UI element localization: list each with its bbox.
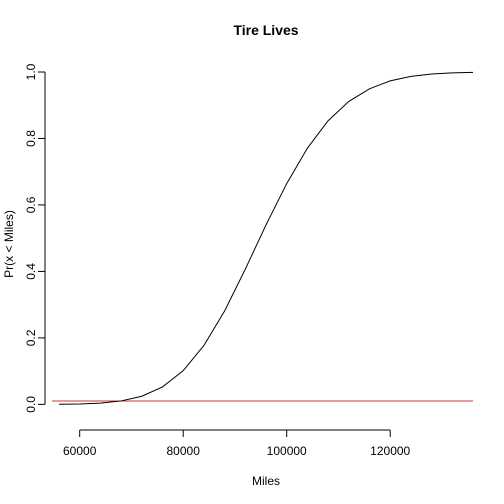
x-tick-label: 80000 (167, 444, 201, 458)
y-tick-label: 0.8 (24, 130, 38, 147)
y-tick-label: 0.0 (24, 396, 38, 413)
y-axis-label: Pr(x < Miles) (2, 210, 16, 278)
y-tick-label: 1.0 (24, 63, 38, 80)
chart-title: Tire Lives (233, 22, 298, 38)
x-tick-label: 100000 (267, 444, 307, 458)
x-tick-label: 120000 (370, 444, 410, 458)
plot-area (52, 71, 474, 405)
axes: 60000 80000 100000 120000 0.0 0.2 0.4 0.6 0.8 1.0 (24, 63, 411, 458)
y-tick-label: 0.2 (24, 329, 38, 346)
x-tick-label: 60000 (63, 444, 97, 458)
cdf-curve (58, 71, 474, 405)
y-tick-label: 0.6 (24, 196, 38, 213)
x-axis-label: Miles (252, 474, 280, 488)
y-tick-label: 0.4 (24, 263, 38, 280)
